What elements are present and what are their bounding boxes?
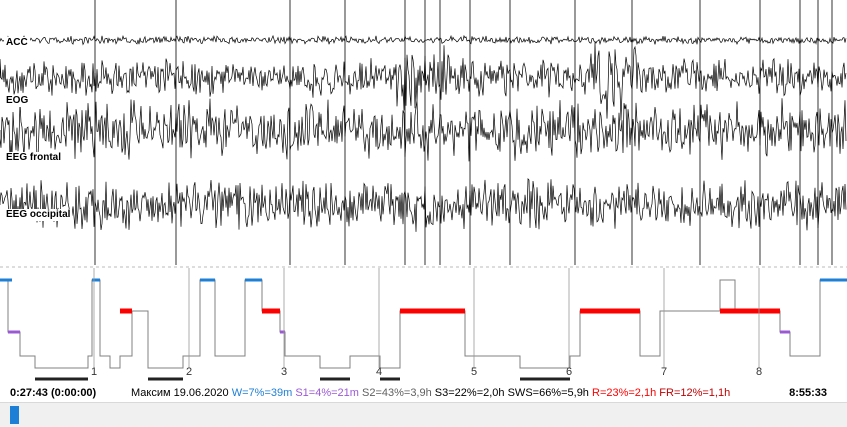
stat-s3: S3=22%=2,0h [434, 387, 505, 399]
timeline-scrollbar[interactable] [0, 402, 847, 427]
hour-marker-5: 5 [471, 366, 478, 378]
scroll-thumb[interactable] [10, 406, 19, 424]
trace-eeg-frontal [0, 98, 847, 162]
end-time: 8:55:33 [789, 387, 827, 399]
channel-label-eeg-occipital: EEG occipital [4, 209, 73, 221]
hypnogram-stage-line [0, 279, 847, 369]
hour-marker-2: 2 [186, 366, 193, 378]
hypnogram[interactable] [0, 268, 847, 384]
stat-s1: S1=4%=21m [295, 387, 359, 399]
trace-eog [0, 41, 847, 121]
hour-marker-7: 7 [661, 366, 668, 378]
stat-fr: FR=12%=1,1h [659, 387, 731, 399]
channel-label-acc: ACC [4, 37, 30, 49]
hour-marker-4: 4 [376, 366, 383, 378]
channel-label-eeg-frontal: EEG frontal [4, 152, 64, 164]
hour-marker-1: 1 [91, 366, 98, 378]
stat-s2: S2=43%=3,9h [362, 387, 432, 399]
sleep-summary: Максим 19.06.2020 W=7%=39m S1=4%=21m S2=… [131, 384, 730, 402]
start-time: 0:27:43 (0:00:00) [10, 387, 97, 399]
stat-wake: W=7%=39m [231, 387, 293, 399]
patient-name-date: Максим 19.06.2020 [131, 387, 229, 399]
stat-rem: R=23%=2,1h [592, 387, 657, 399]
hour-marker-6: 6 [566, 366, 573, 378]
signal-traces-panel[interactable] [0, 0, 847, 268]
channel-label-eog: EOG [4, 95, 31, 107]
hour-marker-3: 3 [281, 366, 288, 378]
trace-acc [0, 34, 847, 46]
trace-eeg-occipital [0, 178, 847, 232]
hour-marker-8: 8 [756, 366, 763, 378]
stat-sws: SWS=66%=5,9h [507, 387, 589, 399]
status-bar: 0:27:43 (0:00:00) Максим 19.06.2020 W=7%… [0, 384, 847, 402]
